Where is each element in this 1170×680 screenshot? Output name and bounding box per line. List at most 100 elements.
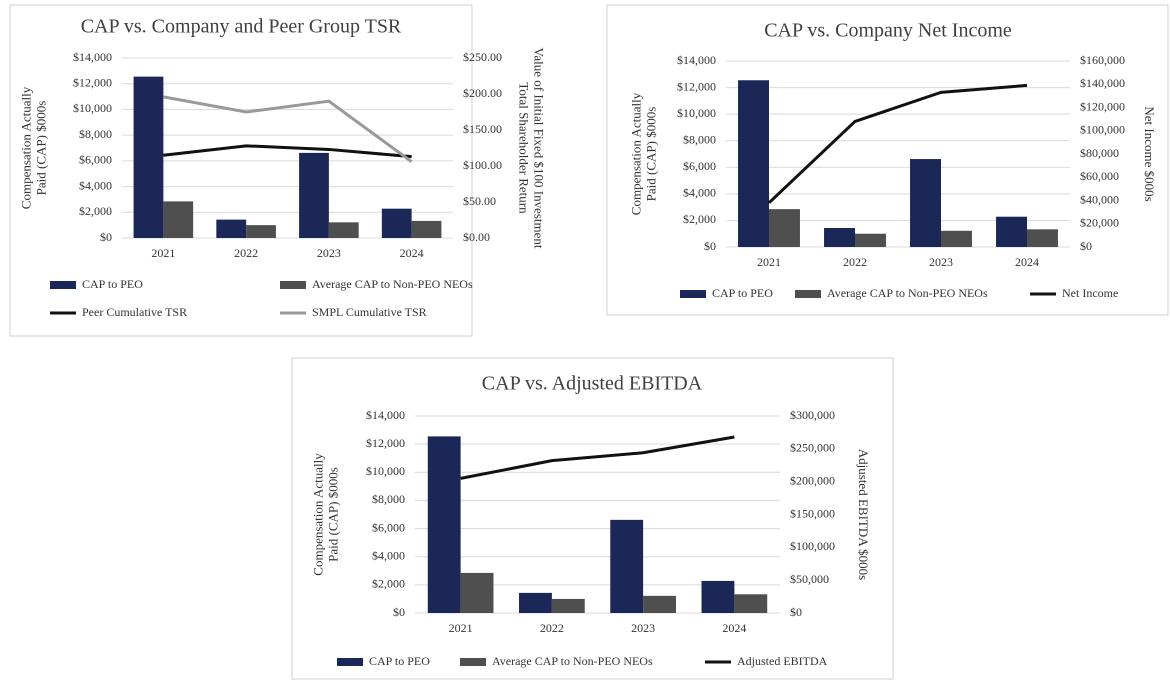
y-axis-title: Paid (CAP) $000s — [643, 107, 658, 202]
y-axis-title: Compensation Actually — [310, 453, 325, 576]
y-tick-label: $4,000 — [683, 186, 716, 200]
legend-swatch — [680, 290, 706, 298]
y-tick-label: $12,000 — [366, 436, 405, 450]
legend-swatch — [50, 281, 76, 289]
bar — [701, 580, 735, 613]
y2-tick-label: $150,000 — [790, 506, 835, 520]
legend-label: CAP to PEO — [712, 286, 773, 300]
y2-axis-title: Total Shareholder Return — [517, 82, 532, 214]
line — [163, 144, 412, 159]
y2-tick-label: $120,000 — [1080, 99, 1125, 113]
bar — [519, 592, 552, 613]
y-tick-label: $8,000 — [79, 127, 112, 141]
legend-label: Net Income — [1062, 286, 1118, 300]
bar — [328, 222, 359, 238]
chart-frame — [9, 4, 473, 337]
y-tick-label: $6,000 — [372, 520, 405, 534]
legend-swatch — [795, 290, 821, 298]
legend-label: CAP to PEO — [82, 277, 143, 291]
legend-label: Average CAP to Non-PEO NEOs — [312, 277, 473, 291]
y-axis-title: Compensation Actually — [628, 92, 643, 215]
bar — [769, 209, 800, 247]
y-tick-label: $14,000 — [366, 408, 405, 422]
x-tick-label: 2024 — [400, 246, 424, 260]
y-tick-label: $0 — [393, 605, 405, 619]
bar — [610, 519, 644, 613]
chart-frame — [606, 4, 1169, 316]
bar — [855, 233, 886, 247]
x-tick-label: 2023 — [317, 246, 341, 260]
legend-label: SMPL Cumulative TSR — [312, 305, 427, 319]
y2-tick-label: $20,000 — [1080, 216, 1119, 230]
x-tick-label: 2022 — [234, 246, 258, 260]
y2-tick-label: $250.00 — [463, 50, 502, 64]
legend-swatch — [460, 658, 486, 666]
x-tick-label: 2023 — [631, 621, 655, 635]
y-tick-label: $14,000 — [73, 50, 112, 64]
y2-tick-label: $50.00 — [463, 194, 496, 208]
legend-label: Adjusted EBITDA — [737, 654, 828, 668]
legend-label: Average CAP to Non-PEO NEOs — [827, 286, 988, 300]
y2-tick-label: $300,000 — [790, 408, 835, 422]
legend-swatch — [280, 281, 306, 289]
y2-tick-label: $200.00 — [463, 86, 502, 100]
y-tick-label: $12,000 — [73, 75, 112, 89]
y2-tick-label: $100.00 — [463, 158, 502, 172]
y2-tick-label: $150.00 — [463, 122, 502, 136]
x-tick-label: 2023 — [929, 255, 953, 269]
x-tick-label: 2022 — [540, 621, 564, 635]
bar — [941, 230, 972, 247]
bar — [551, 598, 585, 613]
x-tick-label: 2021 — [151, 246, 175, 260]
bar — [216, 219, 247, 238]
y2-tick-label: $160,000 — [1080, 53, 1125, 67]
y2-tick-label: $0 — [790, 605, 802, 619]
legend-label: Average CAP to Non-PEO NEOs — [492, 654, 653, 668]
y-tick-label: $2,000 — [372, 577, 405, 591]
y-tick-label: $10,000 — [73, 101, 112, 115]
y-tick-label: $14,000 — [677, 53, 716, 67]
y-tick-label: $6,000 — [79, 153, 112, 167]
y2-tick-label: $0 — [1080, 239, 1092, 253]
y-tick-label: $4,000 — [372, 548, 405, 562]
y2-tick-label: $80,000 — [1080, 146, 1119, 160]
y2-tick-label: $40,000 — [1080, 192, 1119, 206]
bar — [427, 436, 461, 613]
bar — [738, 80, 769, 247]
chart-frame — [291, 357, 894, 680]
y-tick-label: $6,000 — [683, 159, 716, 173]
y2-axis-title: Adjusted EBITDA $000s — [856, 449, 871, 580]
legend-label: CAP to PEO — [369, 654, 430, 668]
bar — [734, 594, 768, 613]
y2-tick-label: $200,000 — [790, 473, 835, 487]
x-tick-label: 2021 — [449, 621, 473, 635]
chart-title: CAP vs. Adjusted EBITDA — [482, 373, 703, 395]
y-tick-label: $10,000 — [366, 464, 405, 478]
y-tick-label: $8,000 — [372, 492, 405, 506]
bar — [133, 76, 164, 239]
y2-tick-label: $0.00 — [463, 230, 490, 244]
y-tick-label: $10,000 — [677, 106, 716, 120]
bar — [824, 228, 855, 247]
bar — [299, 152, 329, 238]
bar — [246, 225, 276, 238]
y-tick-label: $12,000 — [677, 79, 716, 93]
chart-title: CAP vs. Company Net Income — [764, 20, 1012, 42]
y2-tick-label: $50,000 — [790, 572, 829, 586]
bar — [996, 216, 1027, 247]
bar — [1027, 229, 1058, 247]
y-tick-label: $2,000 — [683, 212, 716, 226]
y2-tick-label: $140,000 — [1080, 76, 1125, 90]
legend-label: Peer Cumulative TSR — [82, 305, 187, 319]
x-tick-label: 2021 — [757, 255, 781, 269]
bar — [643, 595, 676, 613]
y-axis-title: Paid (CAP) $000s — [325, 467, 340, 562]
line — [163, 95, 413, 163]
chart-title: CAP vs. Company and Peer Group TSR — [81, 16, 402, 38]
x-tick-label: 2024 — [1015, 255, 1039, 269]
y2-tick-label: $100,000 — [790, 539, 835, 553]
bar — [460, 572, 494, 613]
y2-axis-title: Net Income $000s — [1142, 106, 1157, 201]
y-tick-label: $0 — [100, 230, 112, 244]
